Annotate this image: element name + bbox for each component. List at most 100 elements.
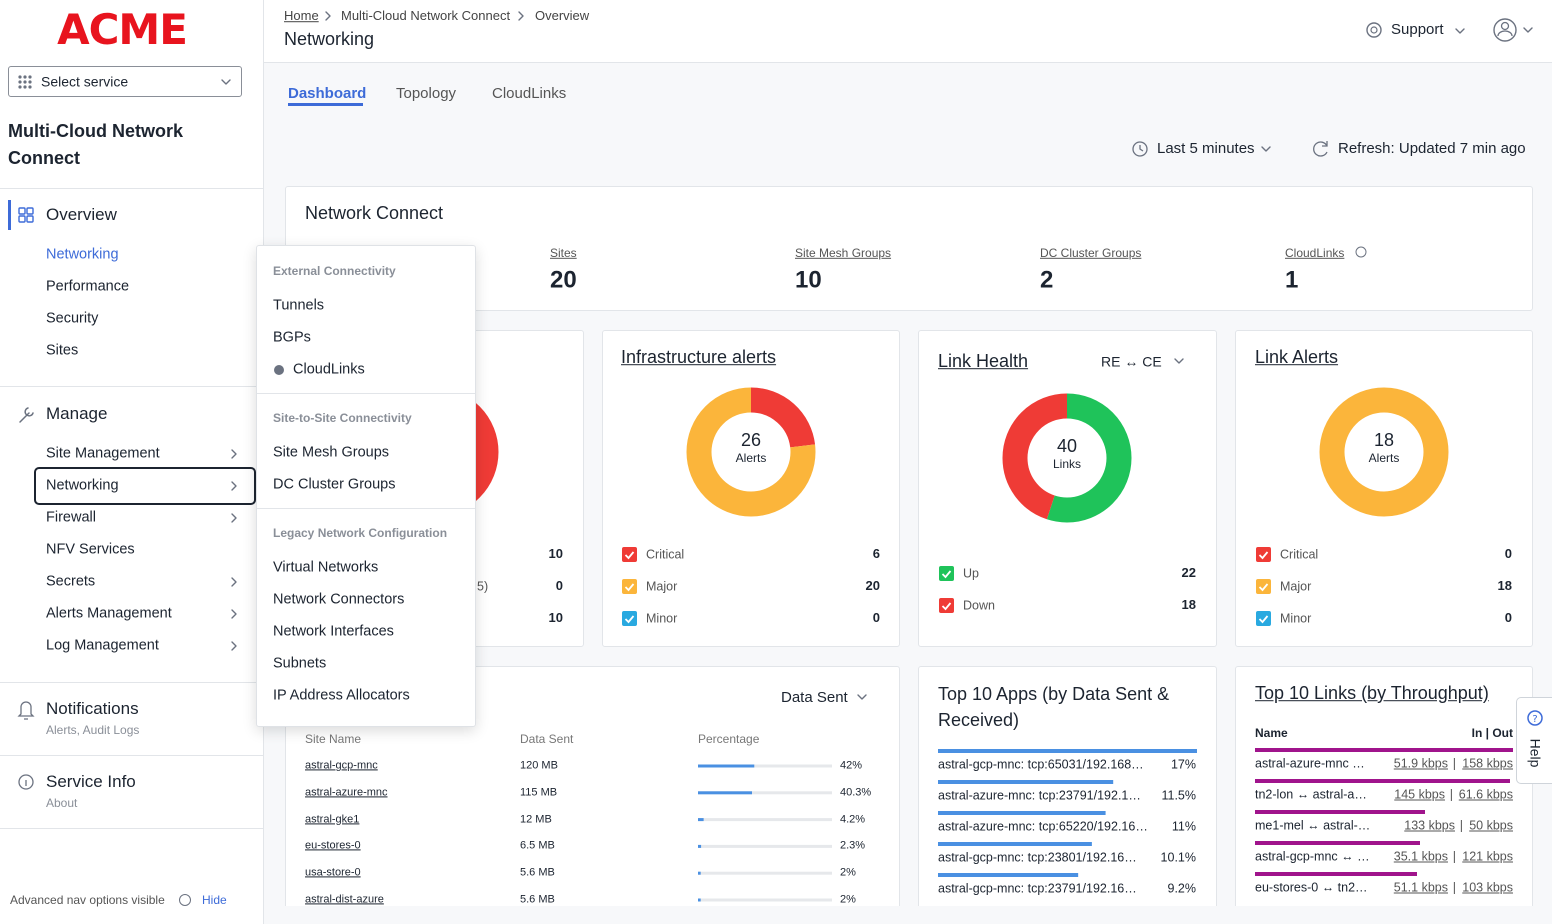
tab[interactable]: Topology	[396, 85, 456, 103]
tab[interactable]: Dashboard	[288, 85, 366, 103]
nav-section: Service Info	[46, 772, 136, 792]
support-icon	[1371, 27, 1377, 33]
nav-item[interactable]: Alerts Management	[46, 605, 172, 622]
menu-item[interactable]: Tunnels	[273, 297, 324, 314]
bar	[698, 818, 704, 821]
chevron	[1175, 359, 1183, 363]
nav-item[interactable]: Firewall	[46, 509, 96, 526]
chevron	[232, 450, 236, 458]
nav-subtitle: Alerts, Audit Logs	[46, 723, 139, 737]
menu-item[interactable]: Network Connectors	[273, 591, 404, 608]
nav-item[interactable]: Security	[46, 310, 98, 327]
row-name: astral-gcp-mnc ↔ …	[1255, 850, 1370, 865]
donut-label: Alerts	[1369, 451, 1400, 465]
donut-total: 40	[1057, 436, 1077, 458]
card-title: Top 10 Apps (by Data Sent & Received)	[938, 681, 1203, 733]
nav-item[interactable]: Log Management	[46, 637, 159, 654]
separator: |	[1460, 819, 1463, 834]
cell: 2%	[840, 867, 856, 880]
throughput-out[interactable]: 50 kbps	[1469, 819, 1513, 834]
throughput-out[interactable]: 121 kbps	[1462, 850, 1513, 865]
menu-item[interactable]: CloudLinks	[293, 361, 365, 378]
throughput-in[interactable]: 133 kbps	[1404, 819, 1455, 834]
link-bar	[1255, 841, 1420, 845]
menu-section-title: External Connectivity	[273, 264, 396, 278]
cell: 12 MB	[520, 813, 552, 826]
cell: 11.5%	[1161, 789, 1196, 804]
site-link[interactable]: astral-gke1	[305, 813, 359, 826]
legend-checkbox	[622, 579, 637, 594]
nav-item[interactable]: Site Management	[46, 445, 160, 462]
throughput-in[interactable]: 51.1 kbps	[1394, 881, 1448, 896]
menu-item[interactable]: IP Address Allocators	[273, 687, 410, 704]
grid-dot	[23, 75, 26, 78]
cloudlinks-icon	[274, 365, 284, 375]
menu-item[interactable]: Network Interfaces	[273, 623, 394, 640]
card-title[interactable]: Link Health	[938, 351, 1028, 373]
legend-checkbox	[939, 598, 954, 613]
donut-total: 26	[741, 430, 761, 452]
legend-label: Minor	[646, 612, 677, 627]
bar-track	[698, 818, 832, 821]
site-link[interactable]: usa-store-0	[305, 867, 361, 880]
column-header: Name	[1255, 726, 1288, 740]
stat-label[interactable]: Site Mesh Groups	[795, 246, 891, 260]
legend-value: 6	[873, 546, 880, 562]
menu-item[interactable]: Site Mesh Groups	[273, 444, 389, 461]
grid-dot	[28, 75, 31, 78]
breadcrumb[interactable]: Home	[284, 8, 319, 24]
throughput-out[interactable]: 61.6 kbps	[1459, 788, 1513, 803]
breadcrumb[interactable]: Multi-Cloud Network Connect	[341, 8, 510, 24]
menu-item[interactable]: Subnets	[273, 655, 326, 672]
grid-dot	[23, 85, 26, 88]
site-link[interactable]: eu-stores-0	[305, 840, 361, 853]
footer-link[interactable]: Hide	[202, 893, 227, 907]
menu-item[interactable]: DC Cluster Groups	[273, 476, 395, 493]
menu-section-title: Site-to-Site Connectivity	[273, 411, 412, 425]
support-menu[interactable]: Support	[1391, 21, 1444, 39]
bell-icon	[19, 702, 33, 719]
chevron	[858, 695, 866, 699]
tab[interactable]: CloudLinks	[492, 85, 566, 103]
row-name: astral-azure-mnc …	[1255, 757, 1365, 772]
stat-label[interactable]: CloudLinks	[1285, 246, 1344, 260]
legend-checkbox	[1256, 611, 1271, 626]
grid-dot	[18, 75, 21, 78]
card-title[interactable]: Infrastructure alerts	[621, 347, 776, 369]
site-link[interactable]: astral-gcp-mnc	[305, 759, 378, 772]
bar	[938, 780, 1113, 784]
stat-label[interactable]: DC Cluster Groups	[1040, 246, 1141, 260]
card-title[interactable]: Link Alerts	[1255, 347, 1338, 369]
menu-item[interactable]: BGPs	[273, 329, 311, 346]
legend-checkbox	[1256, 547, 1271, 562]
throughput-in[interactable]: 35.1 kbps	[1394, 850, 1448, 865]
chevron	[326, 12, 330, 20]
nav-item[interactable]: Networking	[46, 477, 119, 494]
refresh-icon	[1314, 141, 1327, 156]
site-link[interactable]: astral-azure-mnc	[305, 786, 388, 799]
menu-item[interactable]: Virtual Networks	[273, 559, 378, 576]
nav-item[interactable]: Performance	[46, 278, 129, 295]
grid-dot	[18, 80, 21, 83]
bar	[698, 899, 701, 902]
selector[interactable]: Data Sent	[781, 689, 848, 707]
nav-item[interactable]: NFV Services	[46, 541, 135, 558]
selector[interactable]: RE ↔ CE	[1101, 354, 1162, 371]
time-range[interactable]: Last 5 minutes	[1157, 140, 1255, 158]
help-tab[interactable]: ? Help	[1516, 697, 1552, 784]
throughput-out[interactable]: 103 kbps	[1462, 881, 1513, 896]
row-name: astral-azure-mnc: tcp:23791/192.1…	[938, 789, 1141, 804]
throughput-out[interactable]: 158 kbps	[1462, 757, 1513, 772]
refresh[interactable]: Refresh: Updated 7 min ago	[1338, 140, 1526, 158]
nav-item[interactable]: Secrets	[46, 573, 95, 590]
overview-icon	[19, 208, 25, 214]
site-link[interactable]: astral-dist-azure	[305, 893, 384, 906]
nav-item[interactable]: Networking	[46, 246, 119, 263]
throughput-in[interactable]: 51.9 kbps	[1394, 757, 1448, 772]
cell: 10.1%	[1161, 851, 1196, 866]
throughput-in[interactable]: 145 kbps	[1394, 788, 1445, 803]
nav-item[interactable]: Sites	[46, 342, 78, 359]
stat-label[interactable]: Sites	[550, 246, 577, 260]
card-title[interactable]: Top 10 Links (by Throughput)	[1255, 683, 1489, 705]
